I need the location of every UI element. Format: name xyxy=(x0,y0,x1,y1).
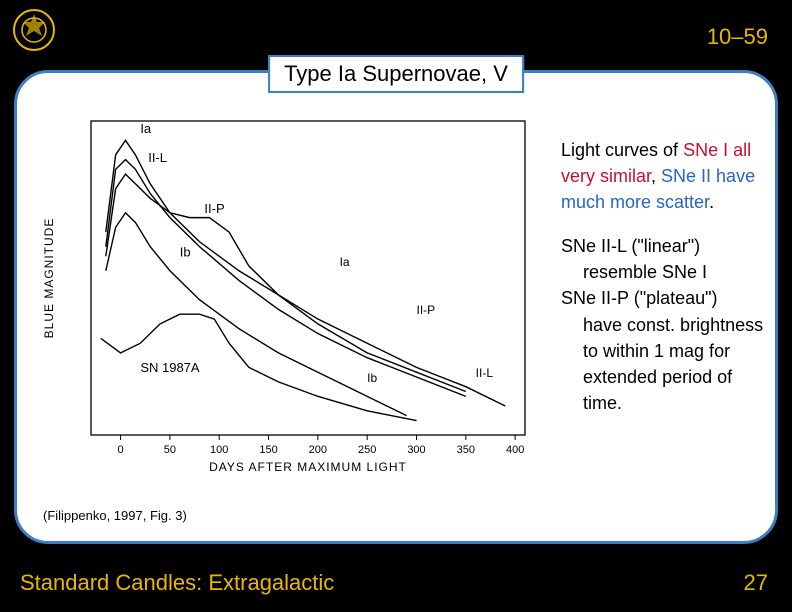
text-line: SNe II-P ("plateau") xyxy=(561,285,771,311)
svg-text:400: 400 xyxy=(506,444,524,456)
content-card: Type Ia Supernovae, V Type Ia Supernovae… xyxy=(14,70,778,544)
svg-text:II-L: II-L xyxy=(148,150,167,165)
para-3: SNe II-P ("plateau") have const. brightn… xyxy=(561,285,771,415)
svg-text:150: 150 xyxy=(259,444,277,456)
svg-text:Ia: Ia xyxy=(140,121,152,136)
slide-title-box: Type Ia Supernovae, V Type Ia Supernovae… xyxy=(268,55,524,93)
para-1: Light curves of SNe I all very similar, … xyxy=(561,137,771,215)
page-number: 10–59 xyxy=(707,24,768,50)
svg-text:250: 250 xyxy=(358,444,376,456)
svg-text:II-P: II-P xyxy=(204,201,224,216)
svg-text:50: 50 xyxy=(164,444,176,456)
svg-text:200: 200 xyxy=(309,444,327,456)
description-text: Light curves of SNe I all very similar, … xyxy=(561,137,771,416)
text-line: resemble SNe I xyxy=(561,259,771,285)
slide-title: Type Ia Supernovae, V xyxy=(268,55,524,93)
svg-text:II-L: II-L xyxy=(476,366,494,380)
text-span: . xyxy=(709,192,714,212)
para-2: SNe II-L ("linear") resemble SNe I xyxy=(561,233,771,285)
svg-text:0: 0 xyxy=(118,444,124,456)
footer-title: Standard Candles: Extragalactic xyxy=(20,570,334,596)
text-span: Light curves of xyxy=(561,140,683,160)
footer-page: 27 xyxy=(744,570,768,596)
light-curve-chart: 0 50 100 150 200 250 300 350 400 DAYS AFTER MAXIM… xyxy=(37,109,537,479)
svg-text:SN 1987A: SN 1987A xyxy=(140,360,200,375)
svg-text:II-P: II-P xyxy=(417,303,436,317)
svg-text:BLUE MAGNITUDE: BLUE MAGNITUDE xyxy=(42,218,56,339)
svg-text:100: 100 xyxy=(210,444,228,456)
seal-icon xyxy=(12,8,56,52)
svg-text:DAYS AFTER MAXIMUM LIGHT: DAYS AFTER MAXIMUM LIGHT xyxy=(209,460,407,474)
svg-text:350: 350 xyxy=(457,444,475,456)
svg-text:Ib: Ib xyxy=(180,244,191,259)
text-line: have const. brightness to within 1 mag f… xyxy=(561,312,771,416)
figure-citation: (Filippenko, 1997, Fig. 3) xyxy=(43,508,187,523)
text-span: , xyxy=(651,166,661,186)
svg-text:Ib: Ib xyxy=(367,371,377,385)
text-line: SNe II-L ("linear") xyxy=(561,233,771,259)
svg-text:300: 300 xyxy=(407,444,425,456)
svg-text:Ia: Ia xyxy=(340,255,350,269)
header-bar: 10–59 xyxy=(0,0,792,60)
